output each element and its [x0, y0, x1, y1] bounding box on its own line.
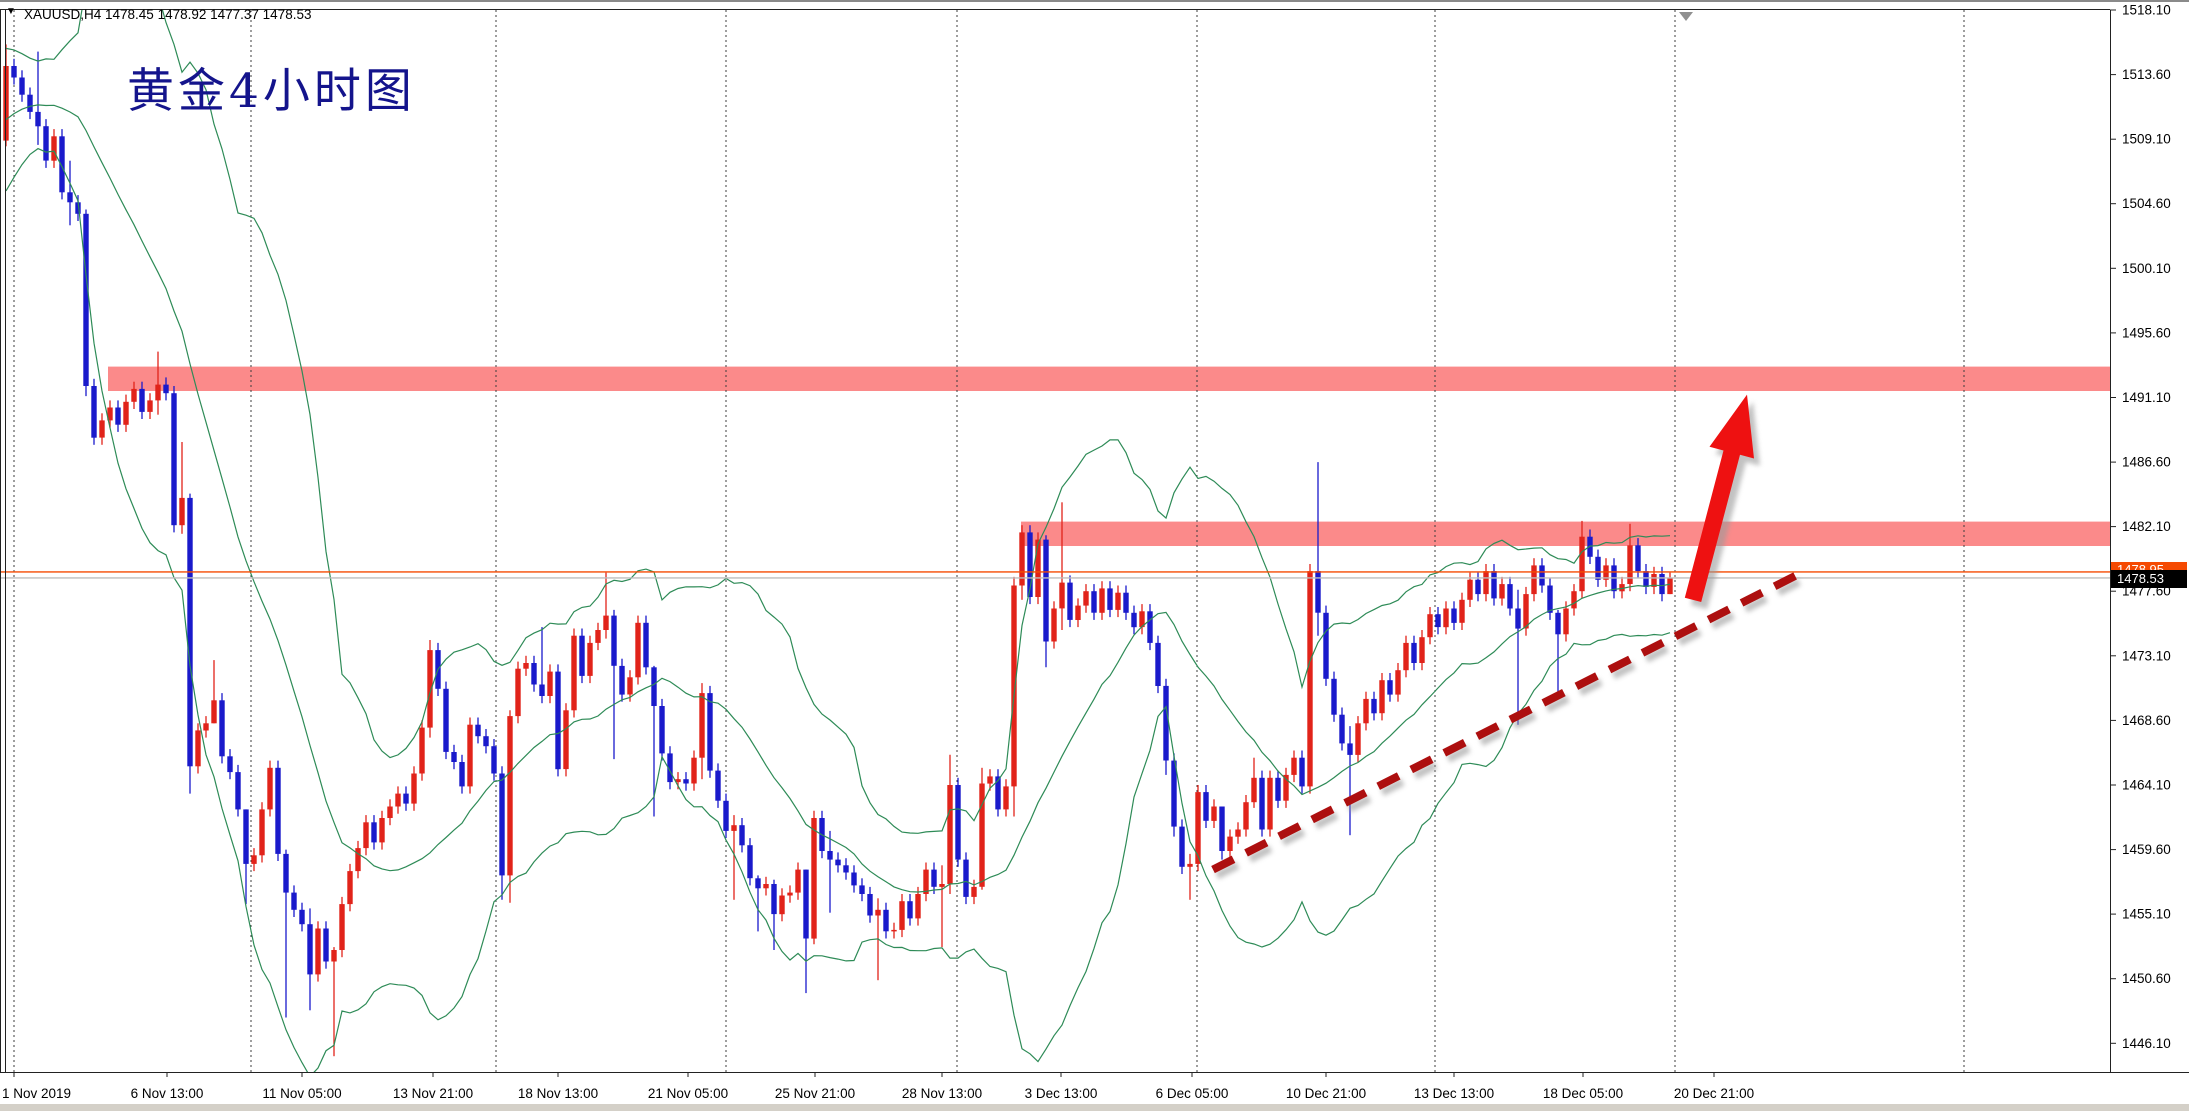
svg-text:6 Dec 05:00: 6 Dec 05:00 [1156, 1086, 1229, 1101]
chart-title-ohlc: XAUUSD,H4 1478.45 1478.92 1477.37 1478.5… [24, 7, 312, 22]
price-axis[interactable]: 1518.10 1513.60 1509.10 1504.60 1500.10 1495.… [2110, 3, 2171, 1051]
svg-text:3 Dec 13:00: 3 Dec 13:00 [1025, 1086, 1098, 1101]
time-axis[interactable]: 1 Nov 2019 6 Nov 13:00 11 Nov 05:00 13 Nov … [2, 1072, 1754, 1101]
svg-text:1509.10: 1509.10 [2122, 132, 2171, 147]
svg-text:1 Nov 2019: 1 Nov 2019 [2, 1086, 71, 1101]
trendline-support[interactable] [1211, 570, 1801, 874]
svg-text:18 Nov 13:00: 18 Nov 13:00 [518, 1086, 598, 1101]
svg-text:28 Nov 13:00: 28 Nov 13:00 [902, 1086, 982, 1101]
window-bottom-edge [0, 1104, 2189, 1111]
svg-text:18 Dec 05:00: 18 Dec 05:00 [1543, 1086, 1623, 1101]
svg-text:1500.10: 1500.10 [2122, 261, 2171, 276]
svg-text:6 Nov 13:00: 6 Nov 13:00 [131, 1086, 204, 1101]
chevron-down-icon[interactable]: ▼ [6, 6, 16, 17]
svg-text:1473.10: 1473.10 [2122, 648, 2171, 663]
resistance-zone-lower[interactable] [1021, 521, 2110, 546]
svg-text:20 Dec 21:00: 20 Dec 21:00 [1674, 1086, 1754, 1101]
svg-text:1491.10: 1491.10 [2122, 390, 2171, 405]
svg-text:1464.10: 1464.10 [2122, 778, 2171, 793]
separator-marker-icon[interactable] [1679, 12, 1693, 21]
svg-text:13 Dec 13:00: 13 Dec 13:00 [1414, 1086, 1494, 1101]
breakout-arrow[interactable] [1684, 394, 1754, 602]
svg-text:1518.10: 1518.10 [2122, 3, 2171, 18]
svg-text:21 Nov 05:00: 21 Nov 05:00 [648, 1086, 728, 1101]
bollinger-bands [5, 10, 1671, 1072]
svg-text:1504.60: 1504.60 [2122, 196, 2171, 211]
bid-price-tag: 1478.53 [2111, 570, 2187, 588]
svg-text:1455.10: 1455.10 [2122, 907, 2171, 922]
svg-text:11 Nov 05:00: 11 Nov 05:00 [262, 1086, 341, 1101]
window-top-edge [0, 0, 2189, 2]
candles-layer [3, 44, 1673, 1057]
svg-text:1482.10: 1482.10 [2122, 519, 2171, 534]
svg-text:25 Nov 21:00: 25 Nov 21:00 [775, 1086, 855, 1101]
chart-caption-text: 黄金4小时图 [127, 64, 416, 119]
svg-text:1513.60: 1513.60 [2122, 67, 2171, 82]
svg-text:1468.60: 1468.60 [2122, 713, 2171, 728]
time-gridlines [13, 10, 1965, 1072]
resistance-zone-upper[interactable] [108, 366, 2110, 391]
svg-text:1446.10: 1446.10 [2122, 1036, 2171, 1051]
svg-text:13 Nov 21:00: 13 Nov 21:00 [393, 1086, 473, 1101]
svg-text:1450.60: 1450.60 [2122, 971, 2171, 986]
svg-text:1495.60: 1495.60 [2122, 325, 2171, 340]
svg-text:10 Dec 21:00: 10 Dec 21:00 [1286, 1086, 1366, 1101]
svg-text:1486.60: 1486.60 [2122, 455, 2171, 470]
svg-text:1459.60: 1459.60 [2122, 842, 2171, 857]
plot-border [0, 9, 2189, 1073]
